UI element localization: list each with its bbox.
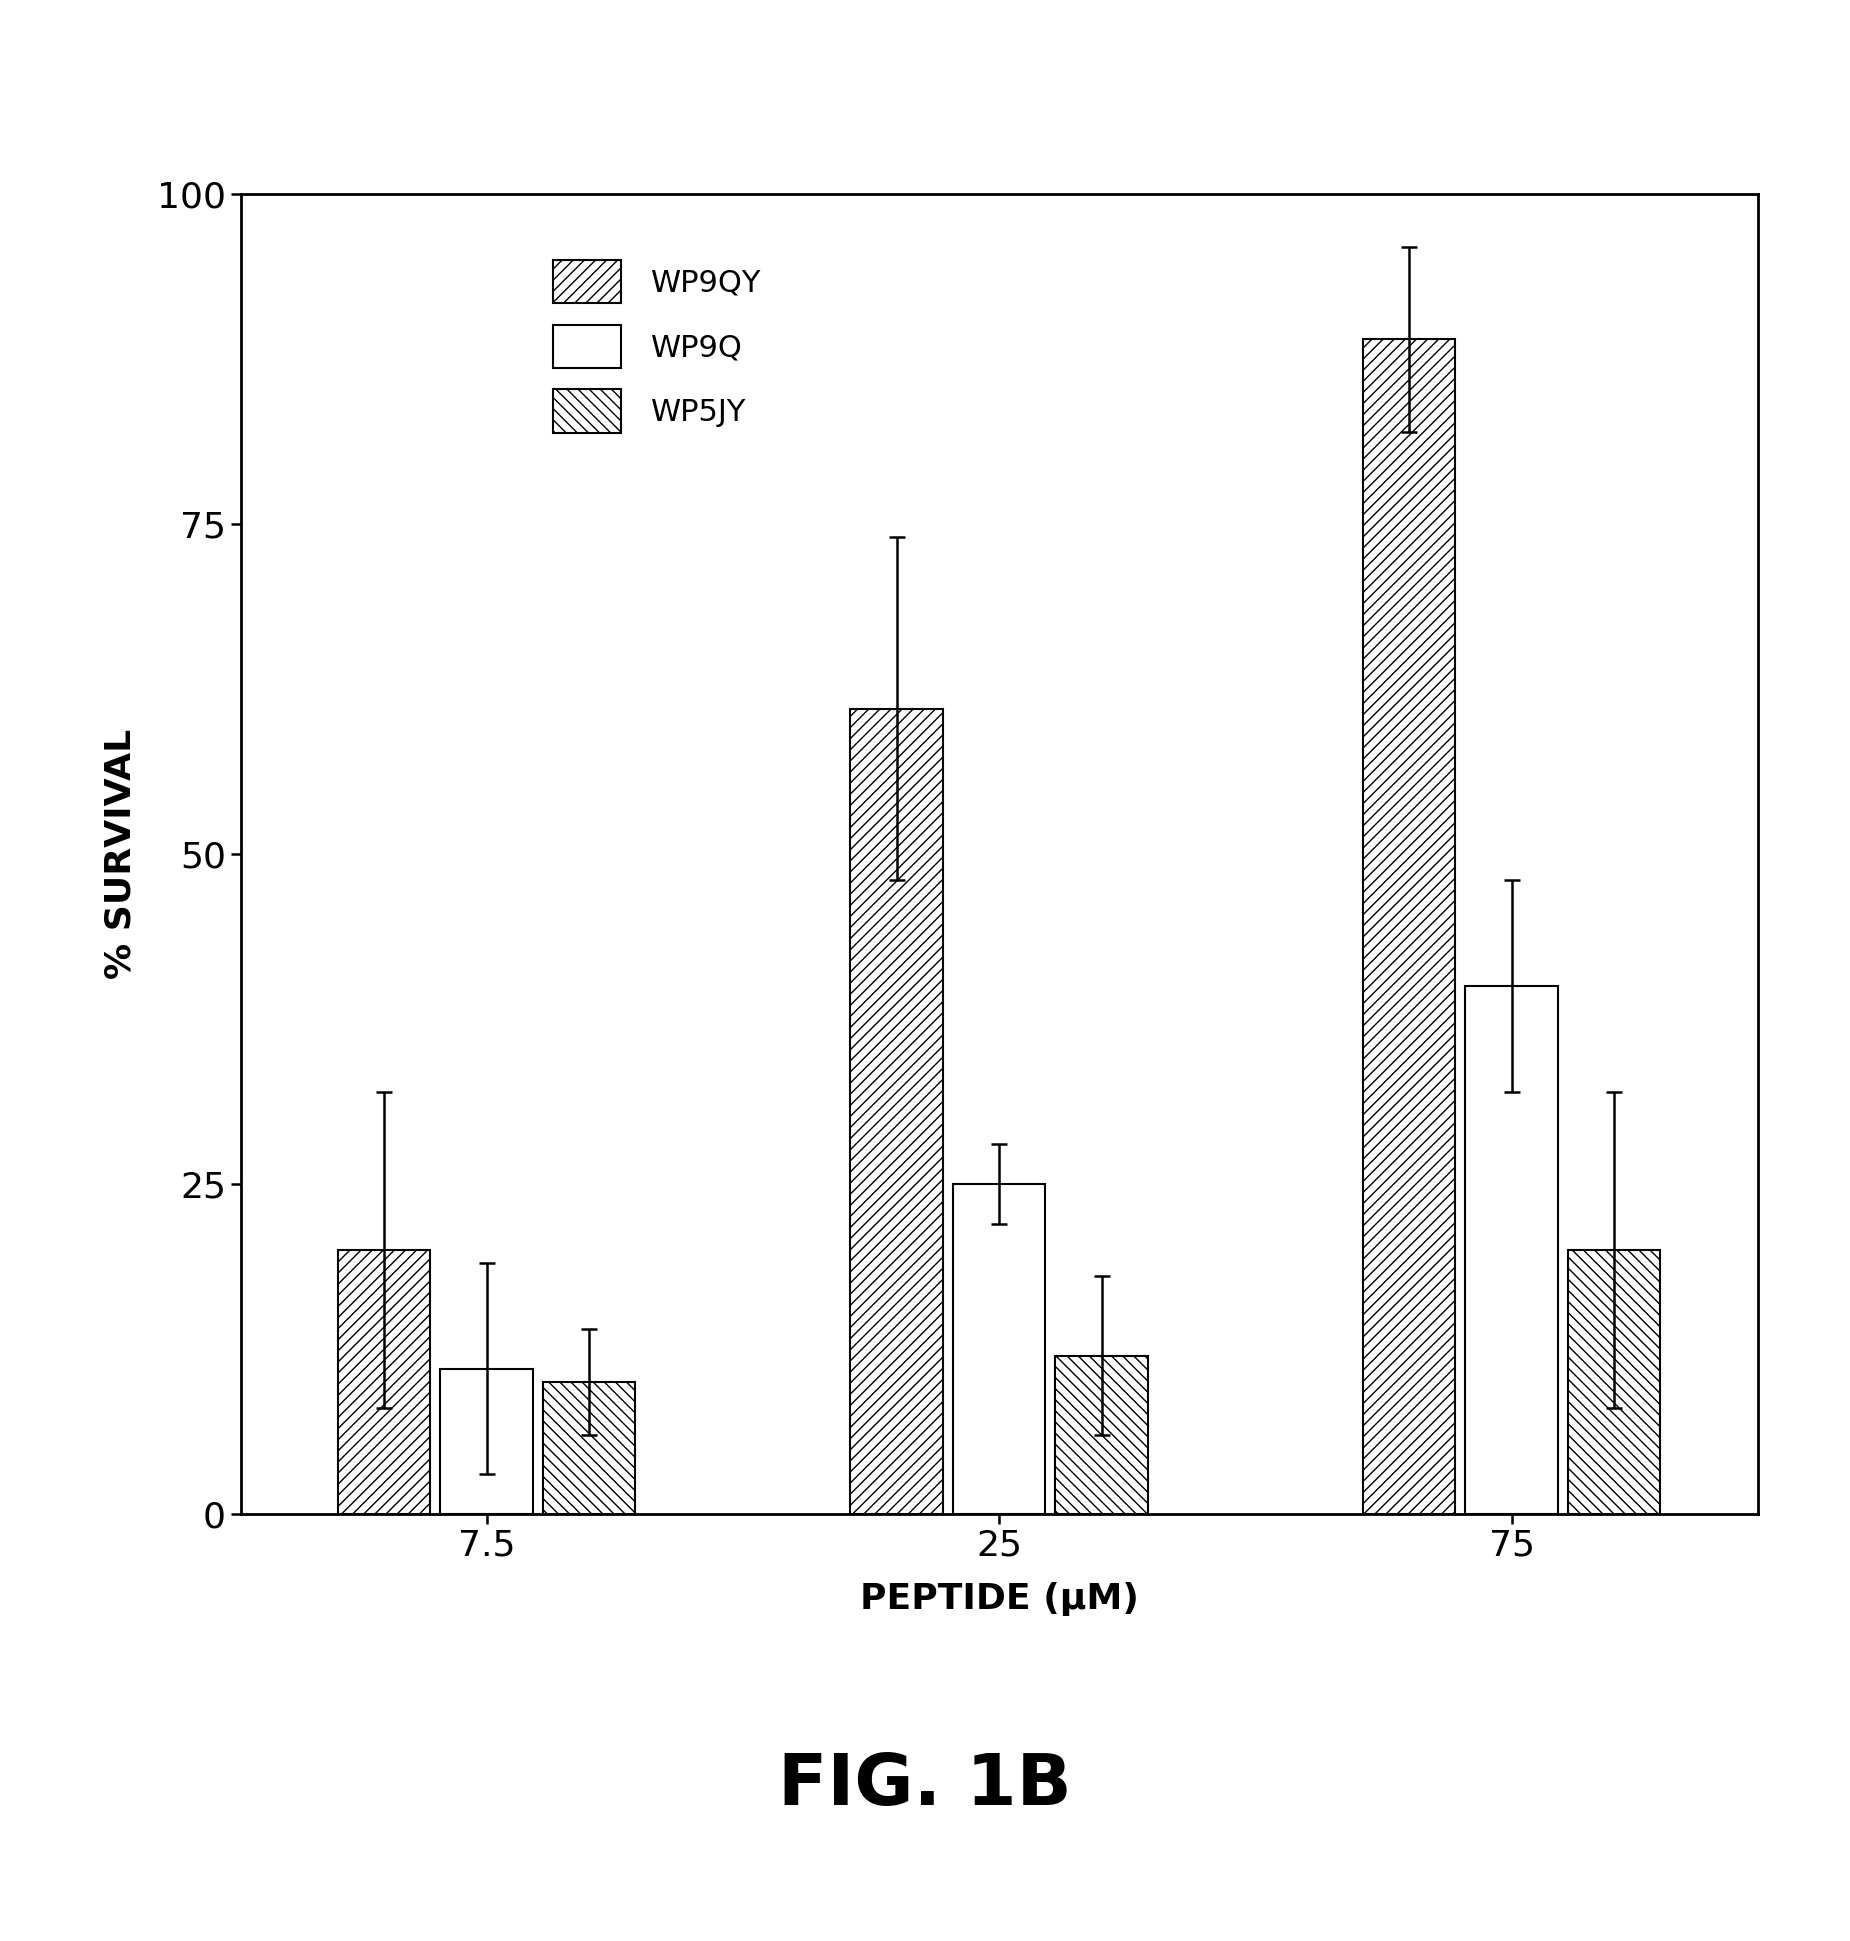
- Bar: [851, 708, 944, 1514]
- Bar: [1054, 1355, 1147, 1514]
- Text: FIG. 1B: FIG. 1B: [779, 1751, 1071, 1821]
- Bar: [1465, 986, 1558, 1514]
- Bar: [542, 1382, 635, 1514]
- Bar: [1569, 1250, 1659, 1514]
- X-axis label: PEPTIDE (μM): PEPTIDE (μM): [860, 1582, 1138, 1617]
- Bar: [1363, 340, 1456, 1514]
- Bar: [339, 1250, 429, 1514]
- Legend: WP9QY, WP9Q, WP5JY: WP9QY, WP9Q, WP5JY: [529, 235, 786, 458]
- Bar: [953, 1184, 1045, 1514]
- Y-axis label: % SURVIVAL: % SURVIVAL: [104, 730, 137, 978]
- Bar: [440, 1368, 533, 1514]
